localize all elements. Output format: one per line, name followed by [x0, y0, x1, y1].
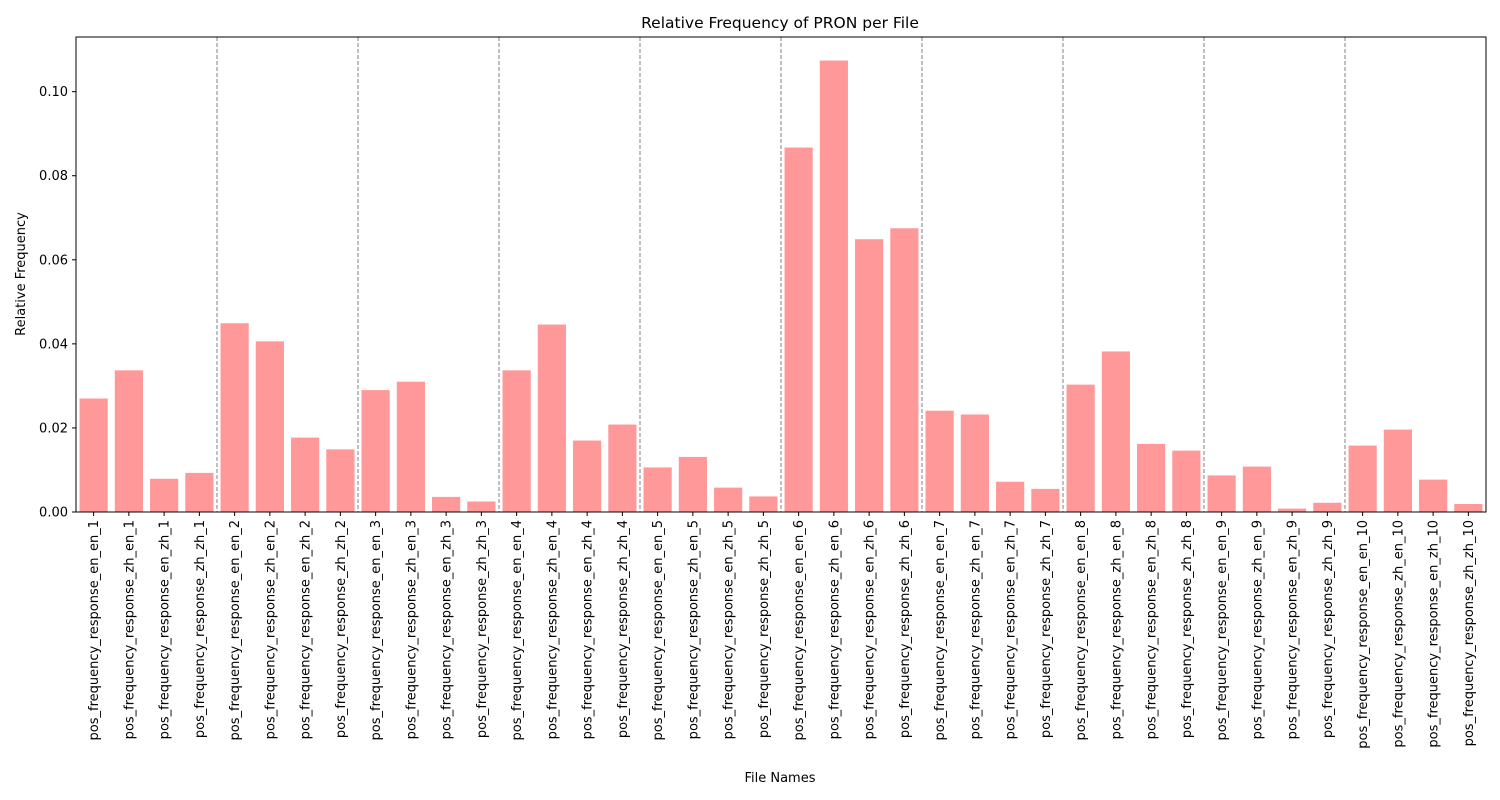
x-tick-label: pos_frequency_response_en_en_5	[651, 520, 666, 740]
y-axis-label: Relative Frequency	[14, 212, 29, 336]
bar	[255, 341, 284, 512]
x-tick-label: pos_frequency_response_en_zh_6	[863, 520, 878, 739]
x-tick-label: pos_frequency_response_en_zh_9	[1286, 520, 1301, 739]
y-tick-label: 0.08	[39, 169, 68, 184]
bar	[714, 487, 743, 512]
x-tick-label: pos_frequency_response_zh_en_10	[1391, 520, 1406, 748]
x-tick-label: pos_frequency_response_en_en_8	[1074, 520, 1089, 740]
x-tick-label: pos_frequency_response_zh_en_4	[545, 520, 560, 739]
bar	[537, 324, 566, 512]
bar	[1207, 475, 1236, 512]
x-tick-label: pos_frequency_response_zh_en_9	[1250, 520, 1265, 739]
x-tick-label: pos_frequency_response_en_zh_1	[158, 520, 173, 739]
x-tick-label: pos_frequency_response_zh_zh_5	[757, 520, 772, 738]
chart-title: Relative Frequency of PRON per File	[641, 14, 919, 32]
y-tick-label: 0.04	[39, 337, 68, 352]
bar	[1313, 502, 1342, 512]
bar	[1278, 508, 1307, 512]
bar	[361, 390, 390, 512]
bar	[1419, 479, 1448, 512]
x-tick-label: pos_frequency_response_en_en_3	[369, 520, 384, 740]
bar	[291, 437, 320, 512]
x-tick-label: pos_frequency_response_en_zh_8	[1145, 520, 1160, 739]
x-tick-label: pos_frequency_response_en_en_6	[792, 520, 807, 740]
bar	[432, 496, 461, 512]
x-tick-label: pos_frequency_response_zh_en_1	[122, 520, 137, 739]
bar	[467, 501, 496, 512]
bar	[1454, 504, 1483, 512]
x-tick-label: pos_frequency_response_en_zh_7	[1004, 520, 1019, 739]
bar	[608, 424, 637, 512]
x-tick-label: pos_frequency_response_en_en_1	[87, 520, 102, 740]
x-tick-label: pos_frequency_response_en_en_9	[1215, 520, 1230, 740]
bar	[150, 478, 179, 512]
bar	[1066, 384, 1095, 512]
x-tick-label: pos_frequency_response_zh_zh_2	[334, 520, 349, 738]
x-tick-label: pos_frequency_response_zh_zh_8	[1180, 520, 1195, 738]
bar	[1172, 450, 1201, 512]
x-tick-label: pos_frequency_response_zh_zh_9	[1321, 520, 1336, 738]
bars	[79, 60, 1483, 513]
x-tick-label: pos_frequency_response_zh_en_8	[1109, 520, 1124, 739]
x-axis: pos_frequency_response_en_en_1 pos_freque…	[87, 512, 1477, 749]
x-tick-label: pos_frequency_response_zh_zh_4	[616, 520, 631, 738]
x-tick-label: pos_frequency_response_en_zh_3	[440, 520, 455, 739]
bar	[1383, 429, 1412, 512]
x-tick-label: pos_frequency_response_en_zh_4	[581, 520, 596, 739]
x-tick-label: pos_frequency_response_en_zh_5	[722, 520, 737, 739]
x-tick-label: pos_frequency_response_zh_zh_1	[193, 520, 208, 738]
x-tick-label: pos_frequency_response_zh_zh_6	[898, 520, 913, 738]
y-tick-label: 0.06	[39, 253, 68, 268]
bar	[185, 472, 214, 512]
bar	[1101, 351, 1130, 512]
bar	[890, 228, 919, 513]
y-tick-label: 0.00	[39, 506, 68, 521]
bar	[855, 239, 884, 513]
x-tick-label: pos_frequency_response_zh_en_2	[263, 520, 278, 739]
bar	[1348, 445, 1377, 512]
x-tick-label: pos_frequency_response_zh_zh_3	[475, 520, 490, 738]
x-axis-label: File Names	[744, 771, 815, 786]
bar	[502, 370, 531, 512]
group-separators	[216, 37, 1346, 512]
bar	[925, 410, 954, 512]
x-tick-label: pos_frequency_response_zh_en_5	[686, 520, 701, 739]
plot-frame	[75, 36, 1487, 513]
bar	[1242, 466, 1271, 512]
x-tick-label: pos_frequency_response_zh_zh_7	[1039, 520, 1054, 738]
bar	[326, 449, 355, 512]
bar	[749, 496, 778, 512]
y-tick-label: 0.02	[39, 421, 68, 436]
bar	[678, 456, 707, 512]
bar	[79, 398, 108, 512]
bar	[960, 414, 989, 512]
y-axis: 0.00 0.02 0.04 0.06 0.08 0.10	[39, 85, 76, 521]
x-tick-label: pos_frequency_response_zh_en_7	[968, 520, 983, 739]
x-tick-label: pos_frequency_response_en_zh_2	[299, 520, 314, 739]
x-tick-label: pos_frequency_response_en_en_4	[510, 520, 525, 740]
x-tick-label: pos_frequency_response_en_en_2	[228, 520, 243, 740]
bar	[1137, 443, 1166, 512]
x-tick-label: pos_frequency_response_en_en_7	[933, 520, 948, 740]
bar	[114, 370, 143, 512]
y-tick-label: 0.10	[39, 85, 68, 100]
x-tick-label: pos_frequency_response_zh_zh_10	[1462, 520, 1477, 746]
bar	[996, 481, 1025, 512]
bar	[643, 467, 672, 512]
bar	[819, 60, 848, 512]
x-tick-label: pos_frequency_response_en_zh_10	[1427, 520, 1442, 748]
x-tick-label: pos_frequency_response_zh_en_6	[827, 520, 842, 739]
x-tick-label: pos_frequency_response_en_en_10	[1356, 520, 1371, 749]
bar	[220, 323, 249, 512]
bar	[1031, 488, 1060, 512]
bar	[784, 147, 813, 512]
bar	[573, 440, 602, 512]
x-tick-label: pos_frequency_response_zh_en_3	[404, 520, 419, 739]
bar	[396, 381, 425, 512]
